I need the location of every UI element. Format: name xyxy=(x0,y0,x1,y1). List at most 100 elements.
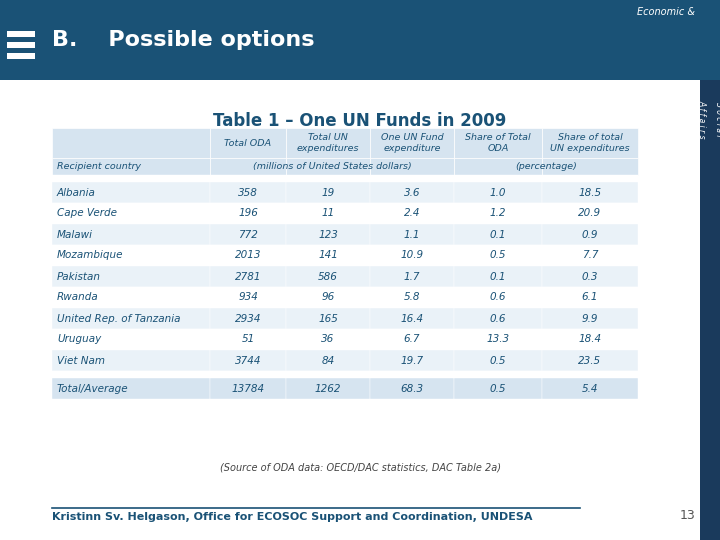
Text: 2.4: 2.4 xyxy=(404,208,420,219)
Text: 84: 84 xyxy=(321,355,335,366)
Bar xyxy=(210,329,286,350)
Bar xyxy=(210,203,286,224)
Bar xyxy=(0,0,720,80)
Bar xyxy=(370,224,454,245)
Bar xyxy=(454,182,542,203)
Bar xyxy=(370,175,454,182)
Text: 7.7: 7.7 xyxy=(582,251,598,260)
Bar xyxy=(454,175,542,182)
Bar xyxy=(542,224,638,245)
Bar xyxy=(286,203,370,224)
Text: 2934: 2934 xyxy=(235,314,261,323)
Bar xyxy=(286,182,370,203)
Bar xyxy=(210,350,286,371)
Bar xyxy=(542,128,638,158)
Bar xyxy=(286,287,370,308)
Bar xyxy=(286,128,370,158)
Text: 3.6: 3.6 xyxy=(404,187,420,198)
Bar xyxy=(454,329,542,350)
Text: 165: 165 xyxy=(318,314,338,323)
Text: Uruguay: Uruguay xyxy=(57,334,102,345)
Bar xyxy=(210,378,286,399)
Text: 23.5: 23.5 xyxy=(578,355,602,366)
Bar xyxy=(286,158,370,175)
Text: Pakistan: Pakistan xyxy=(57,272,101,281)
Bar xyxy=(370,128,454,158)
Bar xyxy=(210,287,286,308)
Text: One UN Fund
expenditure: One UN Fund expenditure xyxy=(381,133,444,153)
Text: 18.5: 18.5 xyxy=(578,187,602,198)
Text: Cape Verde: Cape Verde xyxy=(57,208,117,219)
Text: 6.7: 6.7 xyxy=(404,334,420,345)
Bar xyxy=(286,245,370,266)
Text: 358: 358 xyxy=(238,187,258,198)
Text: 9.9: 9.9 xyxy=(582,314,598,323)
Bar xyxy=(52,158,210,175)
Bar xyxy=(52,287,210,308)
Bar xyxy=(542,287,638,308)
Text: 0.3: 0.3 xyxy=(582,272,598,281)
Text: 196: 196 xyxy=(238,208,258,219)
Text: 96: 96 xyxy=(321,293,335,302)
Text: Total UN
expenditures: Total UN expenditures xyxy=(297,133,359,153)
Bar xyxy=(210,175,286,182)
Text: Albania: Albania xyxy=(57,187,96,198)
Text: 1.7: 1.7 xyxy=(404,272,420,281)
Bar xyxy=(454,287,542,308)
Text: 772: 772 xyxy=(238,230,258,240)
Bar xyxy=(210,128,286,158)
Text: 586: 586 xyxy=(318,272,338,281)
Bar xyxy=(210,245,286,266)
Bar xyxy=(542,182,638,203)
Text: 51: 51 xyxy=(241,334,255,345)
Bar xyxy=(210,371,286,378)
Text: 3744: 3744 xyxy=(235,355,261,366)
Bar xyxy=(542,175,638,182)
Text: 20.9: 20.9 xyxy=(578,208,602,219)
Bar xyxy=(7,31,35,37)
Text: Malawi: Malawi xyxy=(57,230,93,240)
Text: 5.8: 5.8 xyxy=(404,293,420,302)
Bar xyxy=(210,308,286,329)
Text: Viet Nam: Viet Nam xyxy=(57,355,105,366)
Bar xyxy=(286,329,370,350)
Bar xyxy=(286,308,370,329)
Bar xyxy=(454,203,542,224)
Text: 0.6: 0.6 xyxy=(490,293,506,302)
Bar xyxy=(52,128,210,158)
Bar xyxy=(52,350,210,371)
Text: (millions of United States dollars): (millions of United States dollars) xyxy=(253,162,411,171)
Bar xyxy=(52,245,210,266)
Bar xyxy=(52,378,210,399)
Bar xyxy=(370,287,454,308)
Text: (percentage): (percentage) xyxy=(515,162,577,171)
Text: (Source of ODA data: OECD/DAC statistics, DAC Table 2a): (Source of ODA data: OECD/DAC statistics… xyxy=(220,462,500,472)
Bar xyxy=(370,182,454,203)
Bar xyxy=(52,308,210,329)
Text: 0.9: 0.9 xyxy=(582,230,598,240)
Text: 13.3: 13.3 xyxy=(487,334,510,345)
Bar xyxy=(286,371,370,378)
Bar xyxy=(542,266,638,287)
Text: Mozambique: Mozambique xyxy=(57,251,124,260)
Bar xyxy=(286,175,370,182)
Text: B.    Possible options: B. Possible options xyxy=(52,30,315,50)
Bar xyxy=(286,350,370,371)
Text: 1262: 1262 xyxy=(315,383,341,394)
Bar xyxy=(370,371,454,378)
Bar xyxy=(454,266,542,287)
Bar xyxy=(370,329,454,350)
Text: 1.0: 1.0 xyxy=(490,187,506,198)
Bar xyxy=(286,266,370,287)
Text: Share of total
UN expenditures: Share of total UN expenditures xyxy=(550,133,630,153)
Text: 141: 141 xyxy=(318,251,338,260)
Text: 13: 13 xyxy=(679,509,695,522)
Text: Share of Total
ODA: Share of Total ODA xyxy=(465,133,531,153)
Bar xyxy=(52,203,210,224)
Text: 19.7: 19.7 xyxy=(400,355,423,366)
Bar xyxy=(370,203,454,224)
Text: 5.4: 5.4 xyxy=(582,383,598,394)
Bar xyxy=(52,182,210,203)
Bar xyxy=(542,350,638,371)
Text: United Rep. of Tanzania: United Rep. of Tanzania xyxy=(57,314,181,323)
